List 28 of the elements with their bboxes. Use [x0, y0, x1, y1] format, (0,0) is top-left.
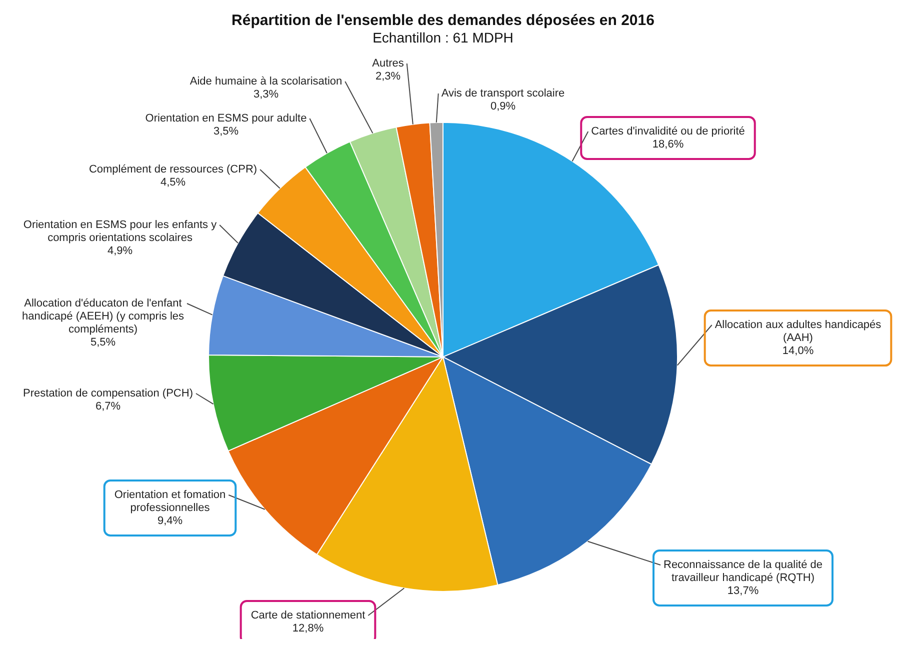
- slice-label: Avis de transport scolaire: [441, 88, 565, 100]
- slice-label: Carte de stationnement: [250, 610, 366, 622]
- data-label: 14,0%: [782, 345, 814, 358]
- slice-label: Orientation en ESMS pour adulte: [145, 112, 307, 125]
- data-label: 13,7%: [727, 585, 759, 598]
- data-label: 2,3%: [375, 70, 401, 83]
- slice-label: Aide humaine à la scolarisation: [190, 76, 342, 88]
- data-label: 4,5%: [160, 176, 186, 189]
- slice-label: Autres: [372, 58, 404, 70]
- slice-label: Complément de ressources (CPR): [88, 164, 258, 176]
- data-label: 0,9%: [490, 100, 516, 113]
- data-label: 5,5%: [90, 336, 116, 349]
- data-label: 3,3%: [253, 88, 279, 101]
- data-label: 9,4%: [157, 515, 183, 528]
- slice-label: Cartes d'invalidité ou de priorité: [591, 126, 745, 138]
- chart-title: Répartition de l'ensemble des demandes déposées en 2016: [232, 12, 654, 30]
- slice-label: Prestation de compensation (PCH): [23, 388, 193, 400]
- chart-subtitle: Echantillon : 61 MDPH: [372, 29, 514, 46]
- slice-label: Orientation en ESMS pour les enfants y compris orientations scolaires: [23, 219, 218, 244]
- slice-label: Allocation d'éducaton de l'enfant handicapé (AEEH) (y compris les compléments): [22, 298, 184, 336]
- slice-label: Reconnaissance de la qualité de travailleur handicapé (RQTH): [663, 559, 823, 584]
- data-label: 6,7%: [95, 400, 121, 413]
- slice-label: Orientation et fomation professionnelles: [114, 489, 226, 514]
- slice-label: Allocation aux adultes handicapés (AAH): [714, 319, 882, 344]
- data-label: 4,9%: [107, 245, 133, 258]
- data-label: 3,5%: [213, 126, 239, 138]
- data-label: 12,8%: [292, 622, 324, 635]
- data-label: 18,6%: [652, 138, 684, 151]
